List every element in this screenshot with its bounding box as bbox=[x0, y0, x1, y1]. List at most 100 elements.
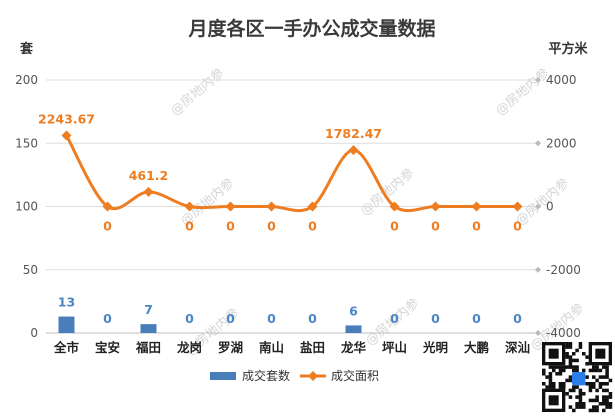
qr-module bbox=[588, 382, 593, 386]
qr-module bbox=[602, 388, 606, 393]
legend-bar-swatch bbox=[210, 372, 236, 380]
qr-module bbox=[605, 398, 609, 403]
qr-module bbox=[575, 385, 579, 389]
qr-module bbox=[565, 345, 569, 349]
qr-module bbox=[572, 408, 576, 413]
left-tick-label: 200 bbox=[15, 73, 38, 87]
qr-module bbox=[568, 345, 573, 349]
bar bbox=[58, 316, 75, 333]
right-tick-label: 0 bbox=[546, 200, 554, 214]
qr-module bbox=[565, 392, 569, 396]
category-label: 南山 bbox=[259, 340, 284, 355]
qr-module bbox=[605, 405, 609, 409]
category-label: 全市 bbox=[53, 340, 80, 355]
qr-module bbox=[568, 358, 573, 363]
line-value-label: 0 bbox=[472, 219, 481, 234]
qr-module bbox=[595, 405, 599, 409]
qr-module bbox=[608, 402, 613, 406]
qr-module bbox=[562, 382, 566, 386]
qr-module bbox=[575, 365, 579, 369]
line-point bbox=[430, 201, 441, 212]
qr-module bbox=[605, 365, 609, 369]
qr-module bbox=[575, 348, 579, 353]
qr-module bbox=[598, 368, 603, 373]
category-label: 福田 bbox=[135, 340, 161, 355]
qr-module bbox=[595, 395, 599, 399]
right-tick-marker bbox=[535, 140, 541, 147]
line-point bbox=[102, 201, 113, 212]
qr-module bbox=[598, 375, 603, 379]
line-value-label: 461.2 bbox=[129, 168, 169, 183]
qr-module bbox=[548, 372, 553, 376]
legend-line-label: 成交面积 bbox=[331, 368, 379, 383]
qr-module bbox=[542, 372, 546, 376]
bar-value-label: 0 bbox=[103, 311, 112, 326]
line-point bbox=[348, 145, 359, 156]
qr-module bbox=[545, 385, 549, 389]
qr-module bbox=[592, 375, 596, 379]
line-point bbox=[184, 201, 195, 212]
qr-module bbox=[568, 365, 573, 369]
qr-module bbox=[602, 375, 606, 379]
qr-module bbox=[568, 395, 573, 399]
qr-module bbox=[605, 375, 609, 379]
qr-module bbox=[572, 368, 576, 373]
qr-code-image bbox=[542, 342, 613, 413]
qr-module bbox=[602, 398, 606, 403]
qr-module bbox=[602, 382, 606, 386]
qr-module bbox=[588, 408, 593, 413]
qr-module bbox=[568, 378, 573, 383]
line-point bbox=[389, 201, 400, 212]
category-axis: 全市 宝安 福田 龙岗 罗湖 南山 盐田 龙华 坪山 光明 大鹏 深汕 bbox=[53, 340, 530, 355]
legend-line-marker bbox=[308, 371, 318, 381]
left-tick-label: 0 bbox=[30, 326, 38, 340]
qr-module bbox=[558, 382, 563, 386]
qr-module bbox=[568, 355, 573, 359]
qr-module bbox=[585, 382, 589, 386]
right-tick-marker bbox=[535, 203, 541, 210]
bar-value-label: 0 bbox=[267, 311, 276, 326]
qr-module bbox=[592, 385, 596, 389]
qr-module bbox=[548, 378, 553, 383]
qr-finder bbox=[548, 348, 559, 359]
line-value-label: 2243.67 bbox=[38, 112, 95, 127]
qr-module bbox=[602, 408, 606, 413]
category-label: 盐田 bbox=[300, 340, 325, 355]
qr-module bbox=[605, 368, 609, 373]
right-tick-marker bbox=[535, 330, 541, 336]
qr-module bbox=[595, 368, 599, 373]
left-tick-label: 50 bbox=[23, 263, 38, 277]
qr-module bbox=[605, 395, 609, 399]
line-value-label: 0 bbox=[226, 219, 235, 234]
qr-module bbox=[578, 342, 583, 346]
qr-module bbox=[595, 408, 599, 413]
qr-module bbox=[572, 358, 576, 363]
line-point bbox=[266, 201, 277, 212]
qr-module bbox=[605, 402, 609, 406]
qr-module bbox=[558, 368, 563, 373]
qr-module bbox=[595, 378, 599, 383]
qr-module bbox=[595, 388, 599, 393]
bar-value-label: 0 bbox=[308, 311, 317, 326]
qr-module bbox=[555, 372, 559, 376]
qr-module bbox=[582, 368, 586, 373]
qr-module bbox=[558, 365, 563, 369]
bar-series bbox=[58, 316, 362, 333]
line-value-label: 0 bbox=[308, 219, 317, 234]
line-value-label: 0 bbox=[390, 219, 399, 234]
qr-module bbox=[592, 398, 596, 403]
line-value-label: 0 bbox=[185, 219, 194, 234]
qr-module bbox=[578, 392, 583, 396]
qr-module bbox=[562, 385, 566, 389]
qr-module bbox=[608, 395, 613, 399]
qr-module bbox=[605, 382, 609, 386]
qr-module bbox=[575, 358, 579, 363]
data-labels: 13 0 7 0 0 0 0 6 0 0 0 0 2243.67 0 461.2 0 0 0 0 1782.47 0 0 0… bbox=[38, 112, 522, 326]
qr-module bbox=[545, 375, 549, 379]
right-tick-label: 2000 bbox=[546, 136, 577, 150]
qr-module bbox=[575, 405, 579, 409]
qr-module bbox=[602, 402, 606, 406]
qr-module bbox=[598, 385, 603, 389]
legend: 成交套数 成交面积 bbox=[210, 368, 379, 383]
qr-module bbox=[565, 365, 569, 369]
